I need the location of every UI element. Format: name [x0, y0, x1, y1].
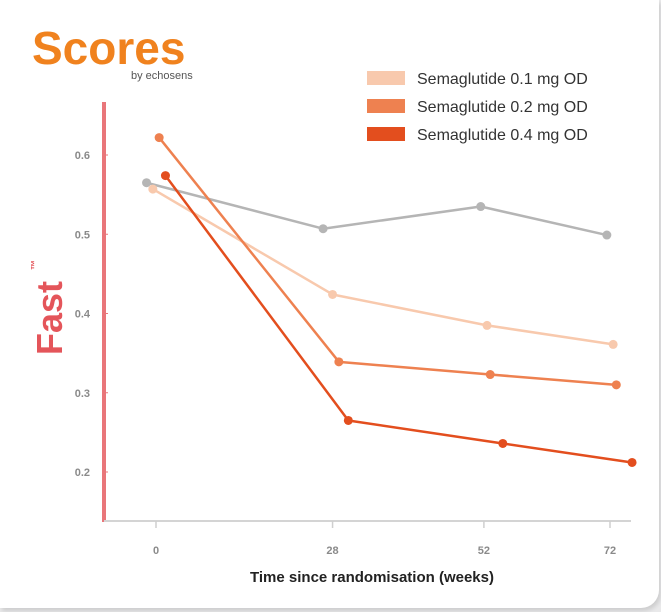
data-point: [611, 380, 621, 390]
legend-swatch: [367, 127, 405, 141]
y-tick-label: 0.6: [75, 150, 90, 162]
data-point: [498, 438, 508, 448]
legend: Semaglutide 0.1 mg OD Semaglutide 0.2 mg …: [367, 71, 588, 144]
data-point: [318, 224, 328, 234]
series-1: [142, 178, 612, 240]
data-point: [482, 320, 492, 330]
data-point: [154, 133, 164, 143]
series-line: [152, 187, 614, 346]
data-point: [148, 184, 158, 194]
data-point: [343, 415, 353, 425]
y-axis-label: Fast: [29, 281, 70, 355]
x-tick-label: 72: [604, 545, 616, 557]
x-tick-label: 28: [326, 545, 338, 557]
legend-label: Semaglutide 0.1 mg OD: [417, 71, 588, 88]
x-tick-label: 0: [153, 545, 159, 557]
y-axis-label-trademark: ™: [30, 260, 41, 270]
series-3: [154, 133, 621, 390]
data-point: [142, 178, 152, 188]
legend-swatch: [367, 71, 405, 85]
series-layer: [142, 133, 637, 467]
series-2: [148, 184, 618, 349]
x-ticks: 0 28 52 72: [153, 521, 616, 557]
y-tick-label: 0.2: [75, 467, 90, 479]
legend-label: Semaglutide 0.2 mg OD: [417, 99, 588, 116]
series-line: [158, 136, 617, 387]
x-tick-label: 52: [478, 545, 490, 557]
data-point: [476, 202, 486, 212]
y-ticks: 0.2 0.3 0.4 0.5 0.6: [75, 150, 108, 479]
y-tick-label: 0.3: [75, 388, 90, 400]
x-axis-label: Time since randomisation (weeks): [250, 569, 494, 586]
legend-swatch: [367, 99, 405, 113]
series-4: [160, 171, 637, 467]
y-tick-label: 0.5: [75, 229, 90, 241]
brand-logo: Scores: [32, 22, 185, 74]
data-point: [328, 289, 338, 299]
data-point: [608, 339, 618, 349]
data-point: [627, 457, 637, 467]
data-point: [602, 230, 612, 240]
data-point: [160, 171, 170, 181]
brand-byline: by echosens: [131, 70, 193, 82]
series-line: [164, 174, 633, 464]
legend-label: Semaglutide 0.4 mg OD: [417, 127, 588, 144]
y-tick-label: 0.4: [75, 309, 91, 321]
data-point: [485, 370, 495, 380]
series-line: [146, 181, 608, 237]
data-point: [334, 357, 344, 367]
